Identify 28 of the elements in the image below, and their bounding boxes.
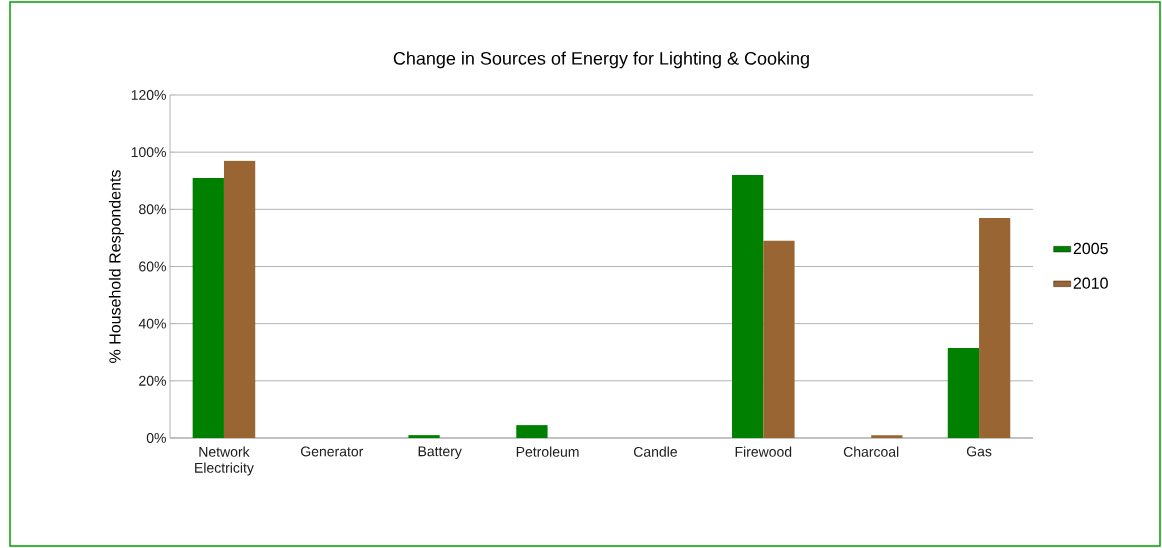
bar [408, 435, 440, 438]
y-tick-label: 40% [138, 318, 166, 329]
y-tick-label: 100% [131, 147, 166, 158]
bar [516, 425, 548, 438]
bar [763, 240, 795, 438]
x-tick-label: Charcoal [843, 446, 899, 457]
x-tick-label: Candle [633, 446, 677, 457]
bar [947, 347, 980, 438]
x-tick-label: Petroleum [516, 446, 579, 457]
x-tick-label: Firewood [735, 446, 792, 457]
x-tick-label: Generator [301, 446, 364, 457]
bar [871, 435, 903, 438]
y-tick-label: 80% [139, 204, 166, 215]
y-tick-label: 0% [146, 433, 166, 443]
y-axis-title: % Household Respondents [108, 170, 124, 363]
x-tick-label: Battery [418, 446, 462, 460]
y-tick-label: 60% [139, 261, 166, 272]
x-tick-label: Gas [966, 446, 992, 457]
legend-label: 2010 [1073, 277, 1108, 289]
bar [192, 177, 224, 438]
legend-label: 2005 [1073, 242, 1108, 255]
y-tick-label: 120% [131, 90, 166, 100]
y-tick-label: 20% [139, 375, 166, 386]
bar [223, 160, 256, 438]
chart-title: Change in Sources of Energy for Lighting & Cooking [393, 51, 809, 69]
bar [732, 175, 764, 438]
bar [979, 217, 1011, 438]
x-tick-label: Network Electricity [195, 446, 254, 476]
